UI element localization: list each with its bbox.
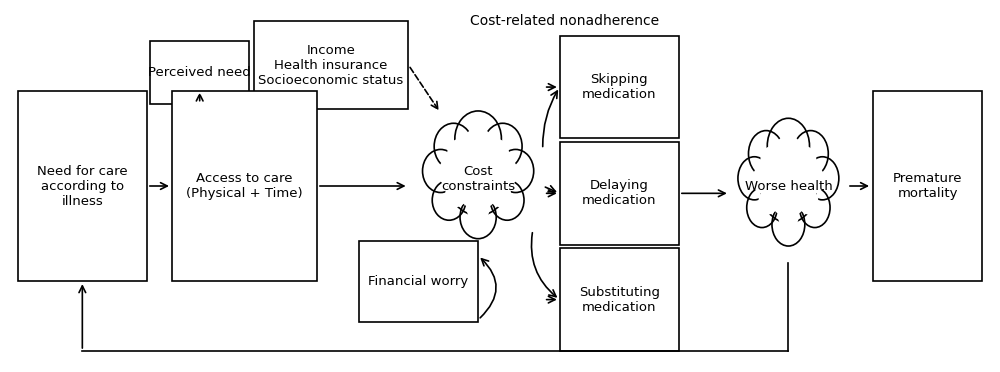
Ellipse shape (765, 155, 812, 217)
Ellipse shape (445, 181, 467, 207)
Ellipse shape (432, 180, 466, 220)
Ellipse shape (455, 111, 501, 166)
Ellipse shape (747, 187, 777, 228)
Text: Perceived need: Perceived need (148, 66, 251, 79)
FancyBboxPatch shape (18, 91, 147, 281)
Ellipse shape (760, 146, 784, 177)
FancyBboxPatch shape (560, 142, 679, 245)
Ellipse shape (778, 201, 799, 229)
Ellipse shape (489, 181, 511, 207)
FancyBboxPatch shape (172, 91, 317, 281)
Ellipse shape (800, 187, 830, 228)
Text: Income
Health insurance
Socioeconomic status: Income Health insurance Socioeconomic st… (258, 44, 404, 87)
Ellipse shape (495, 159, 518, 186)
Ellipse shape (798, 188, 818, 215)
Text: Worse health: Worse health (745, 180, 832, 192)
Text: Delaying
medication: Delaying medication (582, 179, 657, 207)
Ellipse shape (466, 194, 490, 222)
Ellipse shape (758, 188, 778, 215)
Ellipse shape (752, 166, 773, 194)
Ellipse shape (748, 131, 784, 177)
Ellipse shape (452, 148, 504, 209)
Ellipse shape (804, 166, 825, 194)
Ellipse shape (772, 203, 805, 246)
Ellipse shape (438, 159, 461, 186)
Ellipse shape (767, 118, 810, 174)
Ellipse shape (483, 123, 522, 169)
Text: Cost
constraints: Cost constraints (441, 165, 515, 193)
Ellipse shape (773, 135, 804, 175)
Ellipse shape (447, 139, 473, 169)
Ellipse shape (483, 139, 509, 169)
FancyBboxPatch shape (873, 91, 982, 281)
Ellipse shape (434, 123, 473, 169)
FancyBboxPatch shape (359, 241, 478, 321)
Ellipse shape (793, 146, 817, 177)
Ellipse shape (793, 131, 828, 177)
Text: Need for care
according to
illness: Need for care according to illness (37, 164, 128, 208)
Text: Cost-related nonadherence: Cost-related nonadherence (470, 14, 659, 28)
Ellipse shape (490, 180, 524, 220)
FancyBboxPatch shape (560, 36, 679, 138)
FancyBboxPatch shape (560, 248, 679, 351)
Ellipse shape (760, 149, 817, 223)
Text: Premature
mortality: Premature mortality (893, 172, 962, 200)
Ellipse shape (423, 150, 459, 193)
Ellipse shape (460, 196, 496, 239)
Ellipse shape (806, 157, 839, 200)
Ellipse shape (738, 157, 771, 200)
Text: Skipping
medication: Skipping medication (582, 73, 657, 101)
FancyBboxPatch shape (150, 41, 249, 103)
Ellipse shape (461, 128, 495, 168)
Ellipse shape (447, 142, 509, 216)
Text: Substituting
medication: Substituting medication (579, 286, 660, 314)
Ellipse shape (498, 150, 534, 193)
Text: Access to care
(Physical + Time): Access to care (Physical + Time) (186, 172, 303, 200)
FancyBboxPatch shape (254, 21, 408, 109)
Text: Financial worry: Financial worry (368, 275, 469, 288)
